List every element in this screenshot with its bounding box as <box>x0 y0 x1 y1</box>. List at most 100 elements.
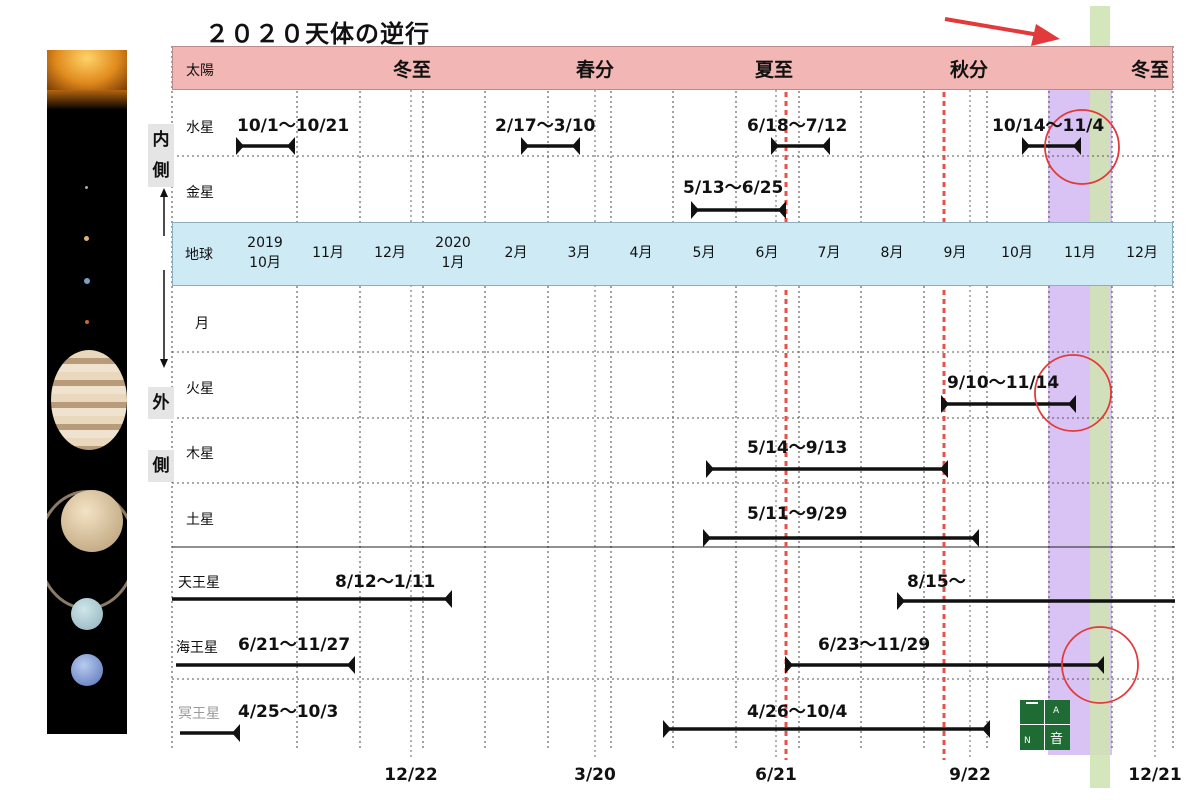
pluto-bar-2-end-cap <box>982 720 990 738</box>
mercury-bar-1-start-cap <box>236 137 244 155</box>
jupiter-image <box>51 350 127 450</box>
logo-letter-n: N <box>1024 736 1031 746</box>
bottom-date-winter-solstice-2: 12/21 <box>1128 765 1182 785</box>
bottom-date-autumnal-equinox: 9/22 <box>949 765 991 785</box>
chart-title: ２０２０天体の逆行 <box>205 20 430 48</box>
planet-image-strip <box>47 50 127 734</box>
venus-image <box>84 236 89 241</box>
month-label: 12月 <box>374 245 406 261</box>
range-label-mercury-1: 10/1〜10/21 <box>237 116 350 136</box>
inner-label-2: 側 <box>148 155 174 187</box>
row-label-saturn: 土星 <box>186 512 214 528</box>
row-label-jupiter: 木星 <box>186 446 214 462</box>
range-label-uranus-1: 8/12〜1/11 <box>335 572 436 592</box>
month-label: 11月 <box>1064 245 1096 261</box>
range-label-mercury-2: 2/17〜3/10 <box>495 116 596 136</box>
outer-label-2: 側 <box>148 450 174 482</box>
range-label-saturn: 5/11〜9/29 <box>747 504 848 524</box>
mercury-bar-2-start-cap <box>521 137 529 155</box>
uranus-bar-1-end-cap <box>444 590 452 608</box>
saturn-bar-start-cap <box>703 529 711 547</box>
logo-sprout-icon <box>1026 702 1038 716</box>
bottom-date-vernal-equinox: 3/20 <box>574 765 616 785</box>
mercury-bar-4-start-cap <box>1022 137 1030 155</box>
pluto-bar-1-end-cap <box>232 724 240 742</box>
earth-band <box>172 222 1173 286</box>
range-label-pluto-2: 4/26〜10/4 <box>747 702 848 722</box>
season-vernal-equinox: 春分 <box>575 59 615 81</box>
site-logo: A N 音 <box>1020 700 1070 750</box>
uranus-bar-2-start-cap <box>897 592 905 610</box>
jupiter-bar-end-cap <box>940 460 948 478</box>
mars-bar-end-cap <box>1068 395 1076 413</box>
month-label: 7月 <box>817 245 841 261</box>
month-label: 12月 <box>1126 245 1158 261</box>
row-label-mars: 火星 <box>186 381 214 397</box>
month-label: 2019 10月 <box>247 235 283 271</box>
neptune-bar-2-start-cap <box>785 656 793 674</box>
venus-bar-start-cap <box>691 201 699 219</box>
highlight-circle <box>1061 626 1139 704</box>
red-arrow-head <box>1031 24 1060 46</box>
sun-row-label: 太陽 <box>186 63 214 79</box>
neptune-bar-2-end-cap <box>1096 656 1104 674</box>
range-label-mercury-3: 6/18〜7/12 <box>747 116 848 136</box>
row-label-pluto: 冥王星 <box>178 706 220 722</box>
pluto-bar-2-start-cap <box>663 720 671 738</box>
venus-bar-end-cap <box>778 201 786 219</box>
mars-image <box>85 320 89 324</box>
month-label: 5月 <box>692 245 716 261</box>
logo-letter-a: A <box>1053 706 1060 716</box>
saturn-bar-end-cap <box>971 529 979 547</box>
mercury-bar-1-end-cap <box>287 137 295 155</box>
month-label: 11月 <box>312 245 344 261</box>
earth-image <box>84 278 90 284</box>
sun-corona <box>47 90 127 110</box>
neptune-bar-1-end-cap <box>347 656 355 674</box>
mercury-bar-3-end-cap <box>822 137 830 155</box>
bottom-date-summer-solstice: 6/21 <box>755 765 797 785</box>
mercury-image <box>85 186 88 189</box>
row-label-moon: 月 <box>195 316 209 332</box>
mars-bar-start-cap <box>941 395 949 413</box>
uranus-image <box>71 598 103 630</box>
red-arrow-shaft <box>944 17 1046 38</box>
sun-band <box>172 46 1173 90</box>
season-winter-solstice-2020: 冬至 <box>1130 59 1170 81</box>
mercury-bar-4-end-cap <box>1073 137 1081 155</box>
row-label-uranus: 天王星 <box>178 575 220 591</box>
month-label: 6月 <box>755 245 779 261</box>
range-label-neptune-2: 6/23〜11/29 <box>818 635 931 655</box>
range-label-neptune-1: 6/21〜11/27 <box>238 635 351 655</box>
month-label: 8月 <box>880 245 904 261</box>
neptune-image <box>71 654 103 686</box>
mercury-bar-3-start-cap <box>771 137 779 155</box>
season-autumnal-equinox: 秋分 <box>949 59 989 81</box>
inner-arrow-head <box>160 188 168 197</box>
outer-label-1: 外 <box>148 387 174 419</box>
outer-arrow-head <box>160 359 168 368</box>
earth-row-label: 地球 <box>185 247 213 263</box>
range-label-mercury-4: 10/14〜11/4 <box>992 116 1105 136</box>
month-label: 10月 <box>1001 245 1033 261</box>
inner-label-1: 内 <box>148 124 174 156</box>
current-date-highlight <box>1090 6 1110 788</box>
range-label-venus: 5/13〜6/25 <box>683 178 784 198</box>
highlight-circle <box>1044 109 1120 185</box>
month-label: 4月 <box>629 245 653 261</box>
saturn-image <box>61 490 123 552</box>
highlight-circle <box>1034 354 1112 432</box>
logo-glyph: 音 <box>1050 732 1064 747</box>
mercury-bar-2-end-cap <box>572 137 580 155</box>
bottom-date-winter-solstice: 12/22 <box>384 765 438 785</box>
month-label: 9月 <box>943 245 967 261</box>
season-summer-solstice: 夏至 <box>754 59 794 81</box>
month-label: 3月 <box>567 245 591 261</box>
range-label-pluto-1: 4/25〜10/3 <box>238 702 339 722</box>
row-label-neptune: 海王星 <box>176 640 218 656</box>
range-label-mars: 9/10〜11/14 <box>947 373 1060 393</box>
month-label: 2月 <box>504 245 528 261</box>
jupiter-bar-start-cap <box>706 460 714 478</box>
